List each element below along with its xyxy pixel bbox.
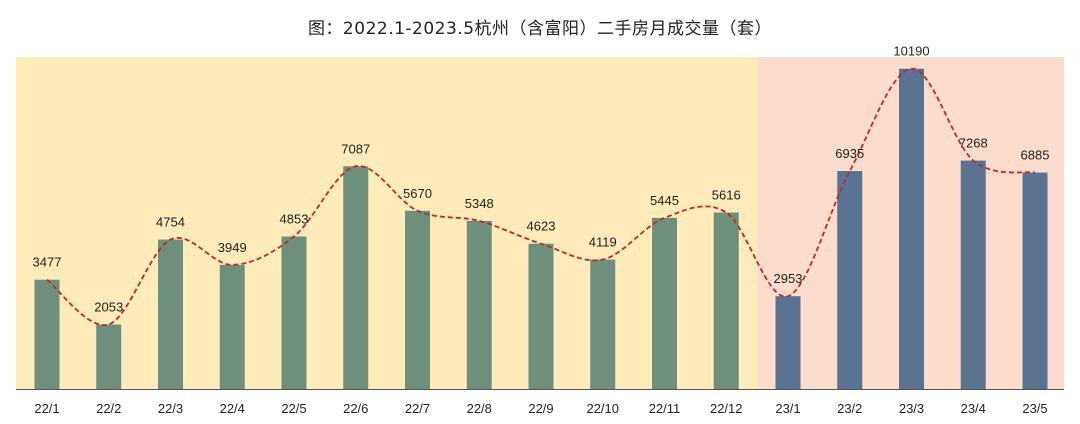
value-label-22-12: 5616 (712, 187, 741, 202)
trend-line (46, 67, 1036, 326)
bar-23-3 (899, 68, 924, 389)
bar-22-6 (343, 166, 369, 389)
x-tick-label-22-4: 22/4 (220, 401, 245, 416)
value-label-23-5: 6885 (1021, 148, 1050, 163)
value-label-22-2: 2053 (94, 299, 123, 314)
value-label-23-4: 7268 (959, 136, 988, 151)
value-label-22-5: 4853 (280, 211, 309, 226)
value-label-22-10: 4119 (589, 235, 617, 250)
x-tick-label-22-6: 22/6 (343, 401, 368, 416)
value-label-22-9: 4623 (527, 219, 556, 234)
bar-23-2 (837, 171, 863, 389)
value-label-22-1: 3477 (33, 255, 62, 270)
x-tick-label-22-11: 22/11 (649, 401, 681, 416)
x-tick-label-22-1: 22/1 (34, 401, 59, 416)
value-label-23-3: 10190 (893, 44, 929, 59)
bar-22-5 (281, 236, 307, 389)
bar-22-4 (219, 264, 245, 389)
chart-title: 图：2022.1-2023.5杭州（含富阳）二手房月成交量（套） (307, 19, 773, 39)
x-tick-label-23-3: 23/3 (899, 401, 924, 416)
x-tick-label-23-1: 23/1 (775, 401, 800, 416)
x-tick-label-22-8: 22/8 (467, 401, 492, 416)
bar-22-3 (158, 239, 183, 389)
x-tick-label-22-3: 22/3 (158, 401, 183, 416)
value-label-22-6: 7087 (341, 141, 370, 156)
bar-22-9 (528, 243, 554, 389)
x-tick-label-23-5: 23/5 (1022, 401, 1047, 416)
x-tick-label-22-5: 22/5 (281, 401, 306, 416)
x-tick-label-22-9: 22/9 (528, 401, 553, 416)
x-tick-label-22-7: 22/7 (405, 401, 430, 416)
x-tick-label-23-4: 23/4 (961, 401, 986, 416)
value-label-22-8: 5348 (465, 196, 494, 211)
bar-23-5 (1022, 172, 1048, 389)
value-label-22-4: 3949 (218, 240, 247, 255)
value-label-22-3: 4754 (156, 215, 185, 230)
value-label-22-11: 5445 (650, 193, 679, 208)
bar-22-8 (466, 220, 492, 389)
bar-22-2 (96, 324, 122, 389)
value-label-23-2: 6935 (835, 146, 864, 161)
x-tick-label-22-2: 22/2 (96, 401, 121, 416)
bar-22-11 (652, 217, 677, 389)
bar-22-7 (405, 210, 430, 389)
x-tick-label-22-12: 22/12 (710, 401, 743, 416)
bar-23-1 (775, 296, 801, 389)
x-tick-label-23-2: 23/2 (837, 401, 862, 416)
value-label-23-1: 2953 (774, 271, 803, 286)
bar-22-10 (590, 259, 616, 389)
x-tick-label-22-10: 22/10 (586, 401, 619, 416)
bar-22-1 (34, 279, 60, 389)
bar-23-4 (960, 160, 986, 389)
value-label-22-7: 5670 (403, 186, 432, 201)
background-region-2022 (16, 57, 758, 389)
bar-22-12 (713, 212, 739, 389)
